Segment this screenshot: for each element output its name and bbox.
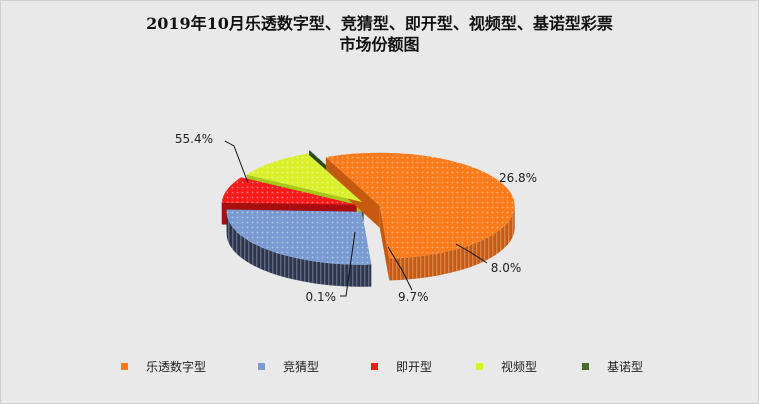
leader-line-0 bbox=[224, 140, 249, 184]
data-label-0: 55.4% bbox=[175, 132, 213, 146]
legend-item-2: 即开型 bbox=[371, 356, 432, 376]
leader-line-2 bbox=[455, 243, 488, 264]
legend: 乐透数字型 竞猜型 即开型 视频型 基诺型 bbox=[0, 356, 759, 376]
data-label-1: 26.8% bbox=[499, 171, 537, 185]
legend-swatch-4 bbox=[582, 362, 589, 370]
legend-swatch-3 bbox=[476, 362, 483, 370]
slice-wall-0-0 bbox=[325, 157, 380, 228]
legend-label-1: 竞猜型 bbox=[283, 359, 320, 374]
leader-line-4 bbox=[340, 231, 356, 297]
legend-swatch-0 bbox=[121, 362, 128, 370]
leader-line-3 bbox=[387, 246, 413, 291]
data-label-2: 8.0% bbox=[491, 261, 522, 275]
chart-title-line-1: 2019年10月乐透数字型、竞猜型、即开型、视频型、基诺型彩票 bbox=[146, 14, 613, 33]
legend-label-3: 视频型 bbox=[501, 359, 538, 374]
legend-swatch-2 bbox=[371, 362, 378, 370]
slice-top-texture-1 bbox=[226, 209, 372, 265]
legend-item-3: 视频型 bbox=[476, 356, 537, 376]
legend-item-4: 基诺型 bbox=[582, 356, 643, 376]
legend-label-2: 即开型 bbox=[396, 359, 433, 374]
chart-title-line-2: 市场份额图 bbox=[339, 35, 420, 54]
pie-tops bbox=[221, 150, 515, 265]
slice-top-texture-0 bbox=[325, 152, 515, 259]
slice-side-texture-0-0 bbox=[389, 205, 515, 281]
slice-top-texture-2 bbox=[221, 177, 357, 205]
legend-swatch-1 bbox=[258, 362, 265, 370]
slice-side-texture-1-0 bbox=[226, 211, 372, 287]
legend-item-1: 竞猜型 bbox=[258, 356, 319, 376]
data-label-4: 0.1% bbox=[306, 290, 337, 304]
data-label-3: 9.7% bbox=[398, 290, 429, 304]
slice-wall-0-1 bbox=[379, 205, 390, 281]
slice-top-texture-4 bbox=[308, 150, 364, 199]
leader-lines bbox=[224, 140, 488, 297]
chart-title: 2019年10月乐透数字型、竞猜型、即开型、视频型、基诺型彩票 市场份额图 bbox=[0, 13, 759, 55]
slice-top-texture-3 bbox=[246, 153, 363, 203]
legend-label-0: 乐透数字型 bbox=[146, 359, 207, 374]
data-labels: 55.4% 26.8% 8.0% 9.7% 0.1% bbox=[175, 132, 537, 304]
legend-label-4: 基诺型 bbox=[607, 359, 644, 374]
legend-item-0: 乐透数字型 bbox=[121, 356, 206, 376]
